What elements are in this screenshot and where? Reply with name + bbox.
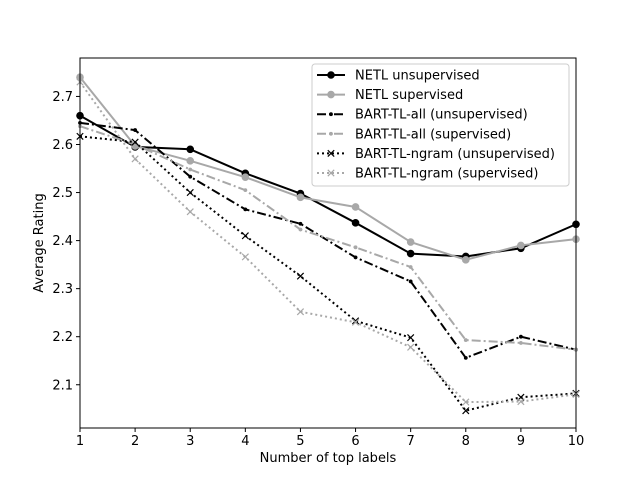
- data-point: [406, 249, 415, 258]
- data-point: [408, 279, 413, 284]
- data-point: [351, 219, 360, 227]
- data-point: [351, 318, 360, 326]
- x-tick-label: 6: [351, 434, 359, 449]
- x-tick-label: 1: [76, 434, 84, 449]
- series-line: [79, 135, 577, 412]
- data-point: [186, 157, 195, 165]
- data-point: [296, 272, 305, 280]
- data-point: [327, 90, 335, 99]
- legend-item: BART-TL-ngram (supervised): [317, 167, 538, 182]
- legend-item: BART-TL-ngram (unsupervised): [317, 147, 555, 162]
- legend-item: BART-TL-all (supervised): [317, 127, 511, 142]
- data-point: [517, 397, 525, 406]
- y-tick-label: 2.4: [52, 234, 73, 249]
- y-tick-label: 2.5: [52, 186, 73, 201]
- data-point: [327, 149, 335, 158]
- data-point: [296, 193, 305, 202]
- data-point: [351, 203, 360, 211]
- data-point: [353, 255, 358, 260]
- data-point: [243, 188, 248, 193]
- data-point: [327, 169, 335, 177]
- legend-label: NETL supervised: [355, 88, 463, 103]
- data-point: [351, 317, 360, 325]
- data-point: [241, 232, 249, 240]
- x-tick-label: 5: [296, 434, 304, 449]
- data-point: [329, 131, 333, 136]
- x-tick-label: 2: [131, 434, 139, 449]
- y-tick-label: 2.1: [52, 378, 73, 393]
- data-point: [463, 355, 468, 360]
- data-point: [518, 334, 523, 339]
- data-point: [408, 265, 413, 269]
- data-point: [133, 128, 138, 132]
- x-axis-ticks: 1 2 3 4 5 6 7 8 9 10: [76, 428, 584, 449]
- x-tick-label: 10: [568, 434, 585, 449]
- y-axis-label: Average Rating: [32, 193, 47, 292]
- series-5: [76, 132, 580, 415]
- data-point: [188, 174, 193, 179]
- data-point: [353, 245, 358, 250]
- legend-item: BART-TL-all (unsupervised): [317, 108, 528, 123]
- data-point: [243, 207, 248, 212]
- data-point: [241, 173, 250, 181]
- data-point: [327, 71, 335, 79]
- data-point: [296, 308, 305, 316]
- series-line: [79, 121, 577, 359]
- data-point: [186, 188, 194, 197]
- data-point: [518, 341, 523, 345]
- data-point: [461, 256, 470, 264]
- series-4: [78, 124, 578, 352]
- plot-frame: [79, 57, 577, 429]
- data-point: [131, 155, 139, 163]
- y-tick-label: 2.7: [52, 90, 73, 105]
- data-point: [186, 208, 194, 216]
- y-axis-ticks: 2.1 2.2 2.3 2.4 2.5 2.6 2.7: [52, 90, 80, 393]
- data-point: [517, 241, 525, 250]
- x-tick-label: 7: [407, 434, 415, 449]
- legend-label: BART-TL-ngram (unsupervised): [355, 147, 555, 162]
- data-point: [131, 138, 139, 146]
- data-point: [462, 398, 470, 406]
- data-point: [407, 343, 415, 351]
- x-axis-label: Number of top labels: [260, 451, 397, 466]
- legend-label: BART-TL-ngram (supervised): [355, 167, 538, 182]
- data-point: [241, 253, 249, 261]
- x-tick-label: 8: [462, 434, 470, 449]
- legend-item: NETL unsupervised: [317, 69, 480, 84]
- data-point: [298, 227, 303, 232]
- data-point: [462, 407, 470, 415]
- y-tick-label: 2.3: [52, 282, 73, 297]
- legend-label: NETL unsupervised: [355, 69, 480, 84]
- data-point: [329, 112, 333, 117]
- x-tick-label: 9: [517, 434, 525, 449]
- y-tick-label: 2.6: [52, 138, 73, 153]
- data-point: [463, 338, 468, 342]
- x-tick-label: 4: [241, 434, 249, 449]
- data-point: [188, 167, 193, 172]
- data-point: [298, 221, 303, 226]
- x-tick-label: 3: [186, 434, 194, 449]
- series-line: [79, 81, 577, 404]
- series-3: [78, 120, 578, 360]
- legend-box: [311, 63, 570, 187]
- legend: NETL unsupervised NETL supervised BART-TL-…: [311, 63, 570, 187]
- legend-label: BART-TL-all (supervised): [355, 127, 511, 142]
- y-tick-label: 2.2: [52, 330, 73, 345]
- legend-item: NETL supervised: [317, 88, 463, 103]
- legend-label: BART-TL-all (unsupervised): [355, 108, 528, 123]
- data-point: [186, 145, 195, 154]
- data-point: [407, 334, 415, 342]
- series-line: [79, 125, 577, 351]
- data-point: [406, 238, 415, 246]
